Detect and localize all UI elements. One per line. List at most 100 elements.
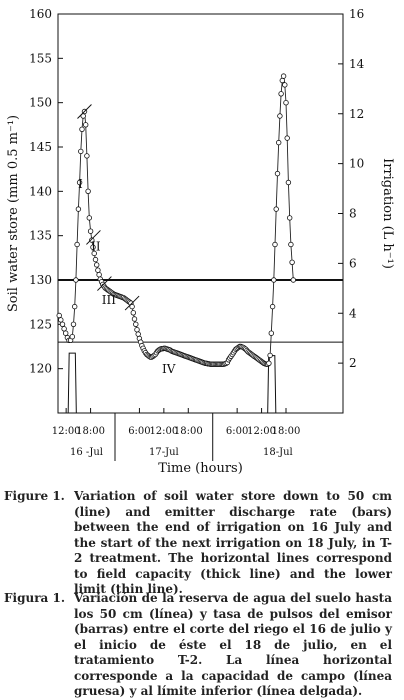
y-right-tick-label: 12 xyxy=(349,107,364,121)
soil-water-point xyxy=(74,241,80,248)
day-label: 16 -Jul xyxy=(70,447,103,458)
soil-water-point xyxy=(276,139,282,146)
soil-water-point xyxy=(274,170,281,177)
y-left-tick-label: 150 xyxy=(29,96,52,110)
soil-water-point xyxy=(287,215,293,221)
soil-water-point xyxy=(288,241,294,248)
phase-break-mark xyxy=(77,104,92,119)
y-left-tick-label: 145 xyxy=(29,140,52,154)
x-tick-label: 12:00 xyxy=(247,426,276,437)
soil-water-point xyxy=(283,99,289,106)
soil-water-point xyxy=(135,331,141,337)
soil-water-point xyxy=(58,317,64,323)
soil-water-point xyxy=(76,179,83,186)
y-left-tick-label: 125 xyxy=(29,317,52,331)
soil-water-point xyxy=(133,321,139,327)
caption-english-text: Variation of soil water store down to 50… xyxy=(74,489,392,596)
soil-water-line xyxy=(58,75,294,365)
soil-water-point xyxy=(87,228,94,234)
soil-water-point xyxy=(279,77,285,84)
soil-water-point xyxy=(130,310,136,316)
phase-break-mark xyxy=(124,295,140,311)
soil-water-point xyxy=(266,360,272,366)
soil-water-point xyxy=(95,267,101,273)
caption-spanish-label: Figura 1. xyxy=(4,591,65,605)
y-right-tick-label: 14 xyxy=(349,57,365,71)
soil-water-point xyxy=(90,244,96,250)
soil-water-point xyxy=(290,277,296,283)
soil-water-point xyxy=(82,122,89,128)
soil-water-point xyxy=(282,82,288,88)
y-right-tick-label: 4 xyxy=(349,306,357,320)
y-right-tick-label: 2 xyxy=(349,356,357,370)
soil-water-point xyxy=(273,206,279,212)
irrigation-pulse xyxy=(67,352,77,414)
soil-water-point xyxy=(86,215,92,221)
soil-water-point xyxy=(96,272,102,278)
soil-water-point xyxy=(56,312,62,319)
phase-break-mark xyxy=(86,230,101,245)
soil-water-chart: 120 125 130 135 140 145 150 155 160 2 4 6 8 10 12 14 16 S… xyxy=(6,7,395,476)
y-left-tick-label: 140 xyxy=(29,184,52,198)
soil-water-point xyxy=(285,179,292,186)
soil-water-point xyxy=(92,256,99,263)
x-axis-title: Time (hours) xyxy=(158,461,243,476)
soil-water-point xyxy=(62,330,69,336)
y-left-tick-label: 160 xyxy=(29,7,52,21)
x-tick-label: 6:00 xyxy=(226,426,248,437)
soil-water-point xyxy=(89,237,95,243)
y-right-tick-label: 16 xyxy=(349,7,364,21)
soil-water-point xyxy=(129,303,135,310)
y-right-tick-label: 8 xyxy=(349,207,357,221)
x-tick-label: 18:00 xyxy=(272,426,301,437)
soil-water-point xyxy=(84,153,90,159)
soil-water-point xyxy=(69,334,75,340)
soil-water-point xyxy=(91,250,97,257)
x-tick-label: 6:00 xyxy=(128,426,150,437)
plot-frame xyxy=(57,13,344,414)
phase-break-mark xyxy=(97,276,112,291)
soil-water-point xyxy=(284,135,290,141)
x-tick-label: 12:00 xyxy=(52,426,81,437)
caption-spanish-text: Variación de la reserva de agua del suel… xyxy=(74,591,392,698)
soil-water-point xyxy=(75,206,82,212)
phase-label: IV xyxy=(162,362,176,376)
soil-water-point xyxy=(277,113,283,119)
y-left-axis-title: Soil water store (mm 0.5 m⁻¹) xyxy=(6,115,21,312)
x-tick-label: 18:00 xyxy=(174,426,203,437)
soil-water-point xyxy=(131,316,138,322)
phase-label: III xyxy=(102,293,116,307)
soil-water-point xyxy=(280,73,287,79)
soil-water-point xyxy=(267,352,273,359)
soil-water-point xyxy=(78,148,84,155)
day-label: 17-Jul xyxy=(149,447,179,458)
y-right-tick-label: 10 xyxy=(349,157,364,171)
day-label: 18-Jul xyxy=(263,447,293,458)
soil-water-point xyxy=(268,330,274,336)
caption-english-label: Figure 1. xyxy=(4,489,65,503)
y-left-tick-label: 155 xyxy=(29,51,52,65)
y-left-tick-label: 130 xyxy=(29,273,52,287)
soil-water-point xyxy=(79,126,85,132)
phase-label: I xyxy=(78,177,83,191)
soil-water-point xyxy=(93,262,100,268)
soil-water-point xyxy=(269,303,276,310)
chart-container: 120 125 130 135 140 145 150 155 160 2 4 6 8 10 12 14 16 S… xyxy=(6,7,395,476)
soil-water-point xyxy=(71,303,78,310)
soil-water-point xyxy=(134,327,140,333)
soil-water-point xyxy=(272,241,278,248)
soil-water-point xyxy=(271,277,277,283)
y-right-axis-title: Irrigation (L h⁻¹) xyxy=(380,158,395,269)
y-left-tick-label: 135 xyxy=(29,229,52,243)
x-tick-label: 18:00 xyxy=(76,426,105,437)
x-tick-label: 12:00 xyxy=(149,426,178,437)
soil-water-point xyxy=(278,91,284,97)
soil-water-point xyxy=(59,321,66,327)
y-left-tick-label: 120 xyxy=(29,362,52,376)
soil-water-point xyxy=(73,277,79,283)
soil-water-point xyxy=(61,326,67,332)
y-right-tick-label: 6 xyxy=(349,256,357,270)
soil-water-point xyxy=(289,259,295,265)
phase-label: II xyxy=(91,240,101,254)
soil-water-point xyxy=(70,321,77,327)
